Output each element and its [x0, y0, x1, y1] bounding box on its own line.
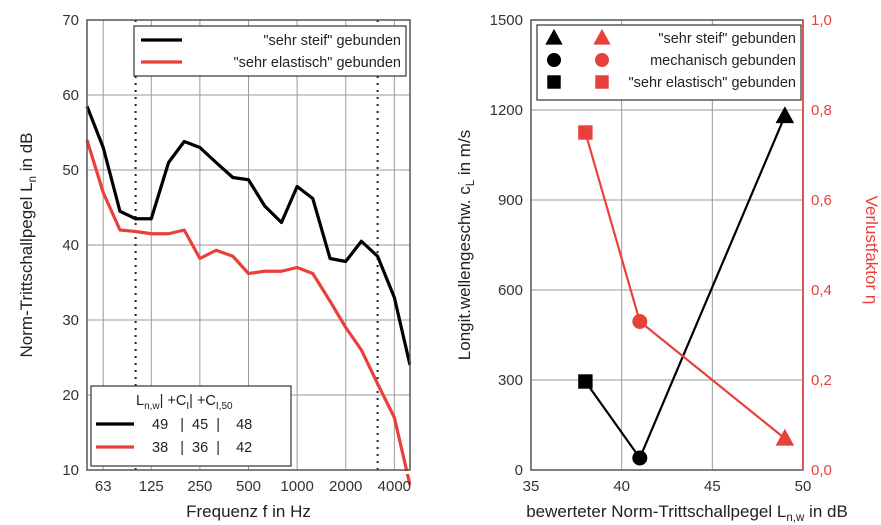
- right-x-tick-label: 40: [613, 478, 630, 495]
- right-legend-marker-red: [593, 28, 611, 45]
- right-y-tick-label: 300: [498, 372, 523, 389]
- left-legend-box: [133, 25, 407, 77]
- right-series-marker-circle: [632, 450, 648, 466]
- right-y2-tick-label: 1,0: [811, 12, 832, 29]
- left-table-header: Ln,w| +CI| +CI,50: [136, 393, 233, 412]
- left-x-tick-label: 2000: [329, 478, 362, 495]
- right-legend-label: "sehr steif" gebunden: [658, 31, 796, 47]
- left-clip-mask-bottom: [87, 471, 410, 474]
- right-y2-tick-label: 0,0: [811, 462, 832, 479]
- right-legend-marker-red: [595, 75, 609, 89]
- left-table-row-values: 49 | 45 | 48: [152, 417, 252, 433]
- right-legend-marker-black: [547, 53, 561, 67]
- right-x-axis-label: bewerteter Norm-Trittschallpegel Ln,w in…: [526, 502, 848, 524]
- right-legend-marker-black: [545, 28, 563, 45]
- right-legend-label: mechanisch gebunden: [650, 53, 796, 69]
- left-series-line-2: [85, 139, 412, 486]
- left-plot-frame: [86, 19, 411, 471]
- left-x-tick-label: 1000: [280, 478, 313, 495]
- left-clip-mask: [411, 0, 451, 525]
- left-y-tick-label: 20: [62, 387, 79, 404]
- right-y-tick-label: 900: [498, 192, 523, 209]
- right-x-tick-label: 45: [704, 478, 721, 495]
- right-y2-tick-label: 0,2: [811, 372, 832, 389]
- right-x-tick-label: 35: [523, 478, 540, 495]
- right-y-tick-label: 600: [498, 282, 523, 299]
- left-y-axis-label: Norm-Trittschallpegel Ln in dB: [17, 133, 39, 358]
- left-x-tick-label: 63: [95, 478, 112, 495]
- left-y-tick-label: 10: [62, 462, 79, 479]
- right-y2-tick-label: 0,6: [811, 192, 832, 209]
- left-x-tick-label: 250: [187, 478, 212, 495]
- right-series-marker-square: [578, 374, 593, 389]
- right-x-tick-label: 50: [795, 478, 812, 495]
- right-series-line-2: [584, 132, 786, 440]
- right-series-marker-triangle: [775, 106, 795, 124]
- left-x-tick-label: 4000: [378, 478, 411, 495]
- left-y-tick-label: 70: [62, 12, 79, 29]
- right-y2-axis-label: Verlustfaktor η: [862, 196, 881, 305]
- right-series-line-1: [584, 115, 786, 461]
- left-y-tick-label: 60: [62, 87, 79, 104]
- left-x-tick-label: 125: [139, 478, 164, 495]
- left-y-tick-label: 50: [62, 162, 79, 179]
- right-legend-box: [536, 24, 802, 101]
- right-y-tick-label: 1200: [490, 102, 523, 119]
- left-x-axis-label: Frequenz f in Hz: [186, 502, 311, 521]
- right-y-axis-label: Longit.wellengeschw. cL in m/s: [455, 130, 477, 360]
- right-y-tick-label: 0: [515, 462, 523, 479]
- left-table-box: [90, 385, 292, 467]
- left-legend-label: "sehr steif" gebunden: [263, 33, 401, 49]
- left-x-tick-label: 500: [236, 478, 261, 495]
- right-series-marker-circle: [632, 314, 648, 329]
- left-y-tick-label: 30: [62, 312, 79, 329]
- right-y2-tick-label: 0,8: [811, 102, 832, 119]
- right-y-tick-label: 1500: [490, 12, 523, 29]
- right-series-marker-square: [578, 125, 593, 140]
- right-legend-marker-red: [595, 53, 609, 67]
- right-y2-tick-label: 0,4: [811, 282, 832, 299]
- left-y-tick-label: 40: [62, 237, 79, 254]
- right-series-marker-triangle: [775, 428, 795, 446]
- left-legend-label: "sehr elastisch" gebunden: [234, 55, 402, 71]
- right-legend-marker-black: [547, 75, 561, 89]
- right-legend-label: "sehr elastisch" gebunden: [629, 75, 797, 91]
- left-table-row-values: 38 | 36 | 42: [152, 440, 252, 456]
- left-series-line-1: [85, 105, 412, 366]
